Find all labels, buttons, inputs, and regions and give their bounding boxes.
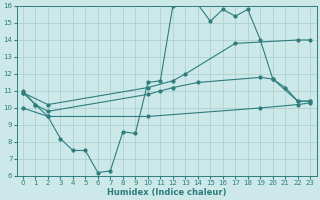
X-axis label: Humidex (Indice chaleur): Humidex (Indice chaleur) [107,188,226,197]
